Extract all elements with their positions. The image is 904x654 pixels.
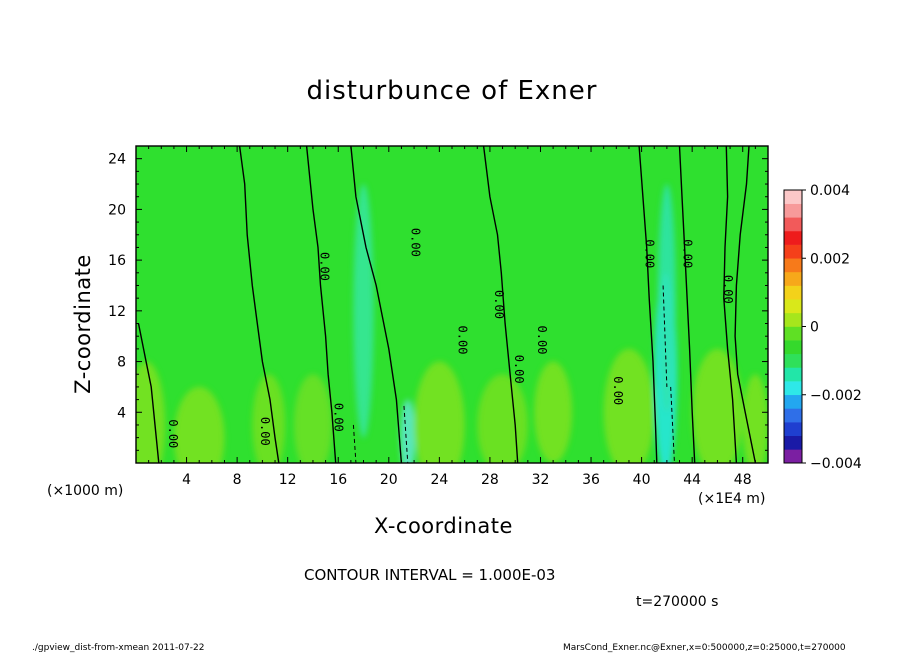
contour-line <box>305 146 337 463</box>
colorbar-segment <box>784 299 802 314</box>
y-tick-label: 12 <box>108 304 126 320</box>
x-axis-label: X-coordinate <box>374 514 513 538</box>
contour-label: 0.00 <box>680 239 694 268</box>
colorbar-segment <box>784 449 802 464</box>
x-tick-label: 36 <box>582 472 600 488</box>
colorbar-label: 0.002 <box>810 251 850 267</box>
shading-blob <box>414 361 465 463</box>
contour-line <box>238 146 280 463</box>
shading-blob <box>252 374 286 463</box>
shading-blob <box>400 399 416 463</box>
time-label: t=270000 s <box>636 594 719 610</box>
x-tick-label: 40 <box>633 472 651 488</box>
negative-contour-line <box>670 386 675 463</box>
contour-labels: 0.00 0.00 0.00 0.00 0.00 0.00 0.00 0.00 0.00 0.00… <box>166 228 735 448</box>
x-tick-label: 8 <box>233 472 242 488</box>
shading-layer <box>136 184 768 463</box>
x-tick-label: 48 <box>734 472 752 488</box>
negative-contour-line <box>352 424 357 463</box>
x-tick-label: 32 <box>532 472 550 488</box>
colorbar-segment <box>784 326 802 341</box>
x-tick-label: 44 <box>683 472 701 488</box>
contour-label: 0.00 <box>492 290 506 319</box>
x-unit-right: (×1E4 m) <box>698 491 766 507</box>
colorbar-label: 0 <box>810 320 819 336</box>
contour-label: 0.00 <box>611 376 625 405</box>
contour-interval: CONTOUR INTERVAL = 1.000E-03 <box>304 566 556 584</box>
colorbar-segment <box>784 190 802 204</box>
footer-right: MarsCond_Exner.nc@Exner,x=0:500000,z=0:2… <box>563 643 846 653</box>
y-axis-label: Z-coordinate <box>71 254 95 394</box>
x-tick-label: 28 <box>481 472 499 488</box>
shading-blob <box>136 361 166 463</box>
colorbar-segment <box>784 381 802 396</box>
contour-line <box>723 146 738 463</box>
y-tick-label: 4 <box>117 405 126 421</box>
contour-line <box>350 146 403 463</box>
y-tick-label: 16 <box>108 253 126 269</box>
y-tick-label: 20 <box>108 202 126 218</box>
contour-line <box>678 146 696 463</box>
contour-label: 0.00 <box>642 239 656 268</box>
chart-title: disturbunce of Exner <box>306 76 598 106</box>
y-tick-label: 8 <box>117 355 126 371</box>
shading-blob <box>603 348 655 463</box>
x-tick-label: 24 <box>430 472 448 488</box>
contour-line <box>482 146 519 463</box>
colorbar-segment <box>784 367 802 382</box>
colorbar-segment <box>784 244 802 259</box>
contour-label: 0.00 <box>331 403 345 432</box>
colorbar-segment <box>784 312 802 327</box>
negative-contour-line <box>403 405 409 463</box>
x-tick-label: 20 <box>380 472 398 488</box>
colorbar-label: 0.004 <box>810 183 850 199</box>
footer-left: ./gpview_dist-from-xmean 2011-07-22 <box>32 643 205 653</box>
negative-contour-line <box>662 285 668 387</box>
colorbar-segment <box>784 217 802 232</box>
contour-label: 0.00 <box>512 355 526 384</box>
shading-blob <box>353 184 374 438</box>
colorbar-segment <box>784 340 802 355</box>
contour-lines <box>137 146 757 463</box>
contour-label: 0.00 <box>258 417 272 446</box>
contour-label: 0.00 <box>409 228 423 257</box>
y-tick-label: 24 <box>108 152 126 168</box>
colorbar-segment <box>784 394 802 409</box>
contour-line <box>638 146 658 463</box>
x-tick-label: 12 <box>279 472 297 488</box>
colorbar: 0.004 0.002 0 −0.002 −0.004 <box>783 183 862 472</box>
contour-label: 0.00 <box>166 419 180 448</box>
contour-label: 0.00 <box>721 275 735 304</box>
contour-label: 0.00 <box>535 326 549 355</box>
contour-line <box>137 323 160 463</box>
x-unit-left: (×1000 m) <box>47 483 124 499</box>
contour-label: 0.00 <box>318 252 332 281</box>
contour-line <box>734 146 757 463</box>
shading-blob <box>173 386 225 463</box>
colorbar-label: −0.004 <box>810 456 862 472</box>
shading-blob <box>658 184 676 413</box>
contour-label: 0.00 <box>455 326 469 355</box>
colorbar-segment <box>784 258 802 273</box>
x-axis: 4 8 12 16 20 24 28 32 36 40 44 48 <box>135 146 769 488</box>
shading-blob <box>534 361 573 463</box>
colorbar-label: −0.002 <box>810 388 862 404</box>
colorbar-segment <box>784 203 802 218</box>
colorbar-segment <box>784 271 802 286</box>
shading-blob <box>477 374 528 463</box>
colorbar-segment <box>784 285 802 300</box>
colorbar-segment <box>784 353 802 368</box>
colorbar-segment <box>784 422 802 436</box>
colorbar-segment <box>784 230 802 245</box>
y-axis: 4 8 12 16 20 24 <box>108 145 768 464</box>
shading-blob <box>294 374 332 463</box>
x-tick-label: 16 <box>329 472 347 488</box>
x-tick-label: 4 <box>182 472 191 488</box>
shading-blob <box>692 348 743 463</box>
colorbar-segment <box>784 408 802 423</box>
colorbar-segment <box>784 435 802 450</box>
shading-blob <box>742 374 768 463</box>
